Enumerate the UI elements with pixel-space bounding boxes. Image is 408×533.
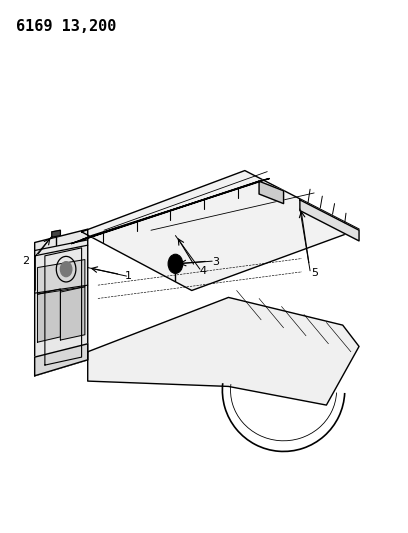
Polygon shape: [35, 229, 88, 376]
Polygon shape: [35, 344, 88, 376]
Text: 2: 2: [22, 256, 29, 266]
Text: 6169 13,200: 6169 13,200: [16, 19, 117, 34]
Polygon shape: [52, 230, 60, 237]
Circle shape: [168, 254, 183, 273]
Text: 4: 4: [199, 266, 206, 276]
Polygon shape: [38, 289, 60, 342]
Polygon shape: [38, 260, 85, 294]
Polygon shape: [88, 297, 359, 405]
Text: 5: 5: [311, 268, 318, 278]
Text: 1: 1: [124, 271, 131, 280]
Text: 3: 3: [212, 257, 219, 267]
Polygon shape: [60, 287, 85, 340]
Polygon shape: [71, 181, 259, 244]
Polygon shape: [259, 181, 284, 204]
Polygon shape: [300, 200, 359, 241]
Circle shape: [60, 262, 72, 277]
Polygon shape: [82, 171, 359, 290]
Polygon shape: [82, 179, 269, 240]
